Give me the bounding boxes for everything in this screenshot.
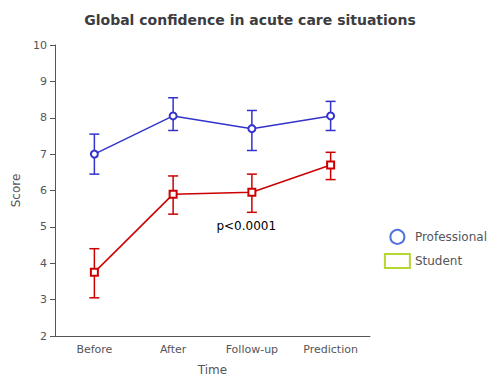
svg-text:8: 8 bbox=[40, 111, 47, 124]
svg-text:4: 4 bbox=[40, 257, 47, 270]
svg-text:Follow-up: Follow-up bbox=[226, 343, 278, 356]
svg-text:5: 5 bbox=[40, 220, 47, 233]
svg-text:Professional: Professional bbox=[415, 230, 487, 244]
svg-text:Prediction: Prediction bbox=[303, 343, 358, 356]
svg-text:Time: Time bbox=[197, 363, 227, 377]
svg-text:10: 10 bbox=[33, 39, 47, 52]
svg-text:9: 9 bbox=[40, 75, 47, 88]
svg-text:Student: Student bbox=[415, 254, 463, 268]
svg-text:2: 2 bbox=[40, 330, 47, 343]
svg-text:3: 3 bbox=[40, 293, 47, 306]
svg-text:Score: Score bbox=[9, 174, 23, 208]
svg-text:After: After bbox=[160, 343, 187, 356]
svg-text:p<0.0001: p<0.0001 bbox=[216, 219, 276, 233]
svg-text:Global confidence in acute car: Global confidence in acute care situatio… bbox=[84, 12, 416, 28]
svg-text:7: 7 bbox=[40, 148, 47, 161]
svg-text:6: 6 bbox=[40, 184, 47, 197]
svg-text:Before: Before bbox=[76, 343, 112, 356]
